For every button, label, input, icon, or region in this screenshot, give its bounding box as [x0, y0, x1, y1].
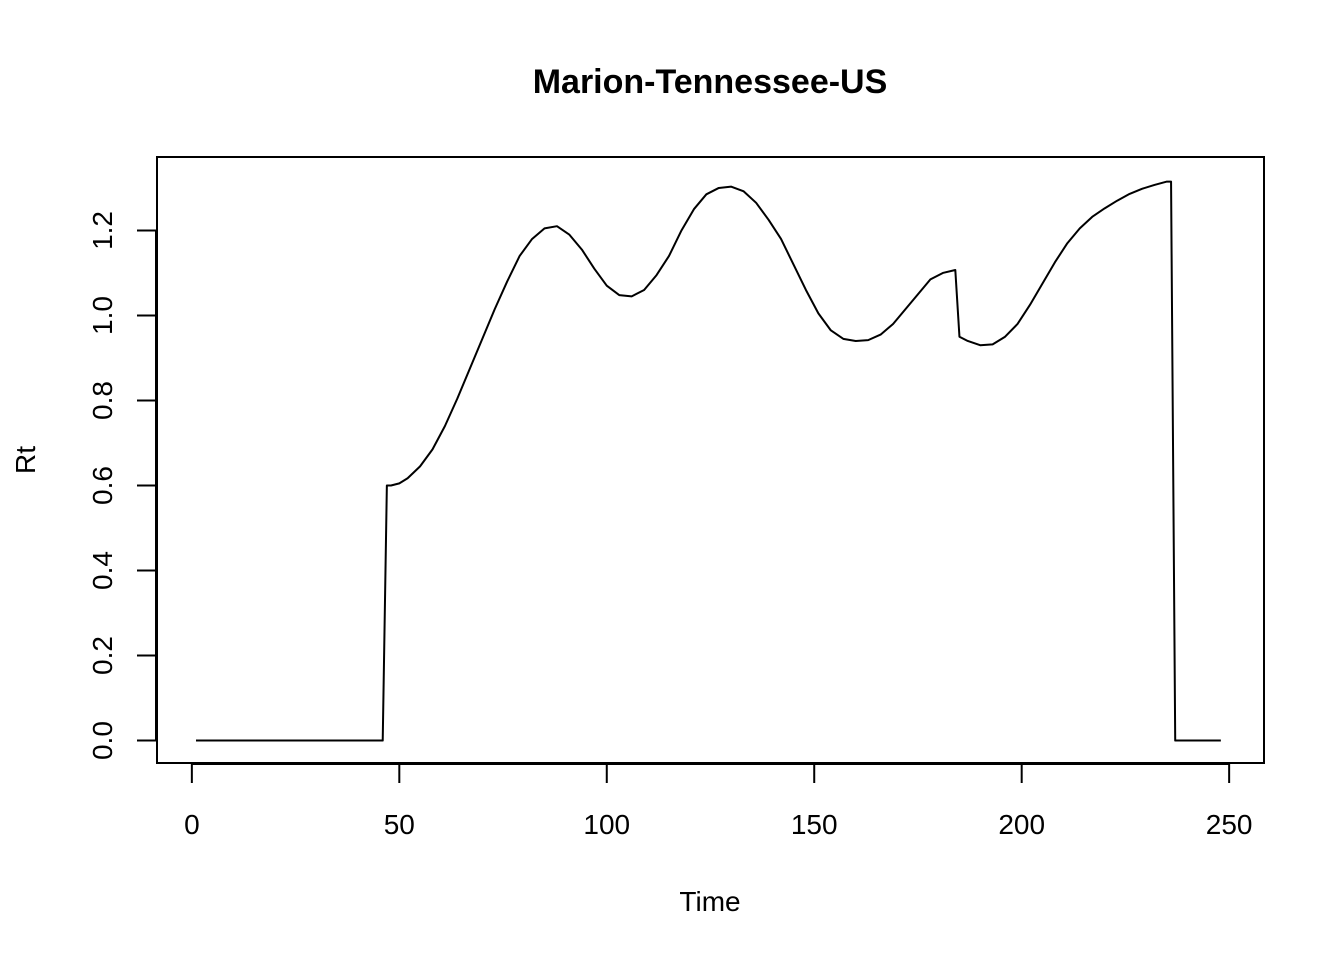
x-tick-label: 0 [184, 809, 200, 840]
x-axis-label: Time [679, 886, 740, 917]
y-axis-label: Rt [10, 446, 41, 474]
rt-series-line [196, 180, 1221, 742]
y-tick-label: 0.2 [87, 636, 118, 675]
x-tick-label: 50 [384, 809, 415, 840]
chart-title: Marion-Tennessee-US [533, 63, 888, 101]
y-axis: 0.0 0.2 0.4 0.6 0.8 1.0 1.2 [87, 211, 157, 760]
x-tick-label: 250 [1206, 809, 1253, 840]
x-tick-label: 200 [998, 809, 1045, 840]
y-tick-label: 1.0 [87, 296, 118, 335]
plot-frame [156, 156, 1265, 764]
y-tick-label: 1.2 [87, 211, 118, 250]
y-tick-label: 0.8 [87, 381, 118, 420]
x-tick-label: 150 [791, 809, 838, 840]
y-tick-label: 0.4 [87, 551, 118, 590]
x-axis: 0 50 100 150 200 250 [184, 763, 1253, 840]
y-tick-label: 0.0 [87, 721, 118, 760]
x-tick-label: 100 [583, 809, 630, 840]
y-tick-label: 0.6 [87, 466, 118, 505]
